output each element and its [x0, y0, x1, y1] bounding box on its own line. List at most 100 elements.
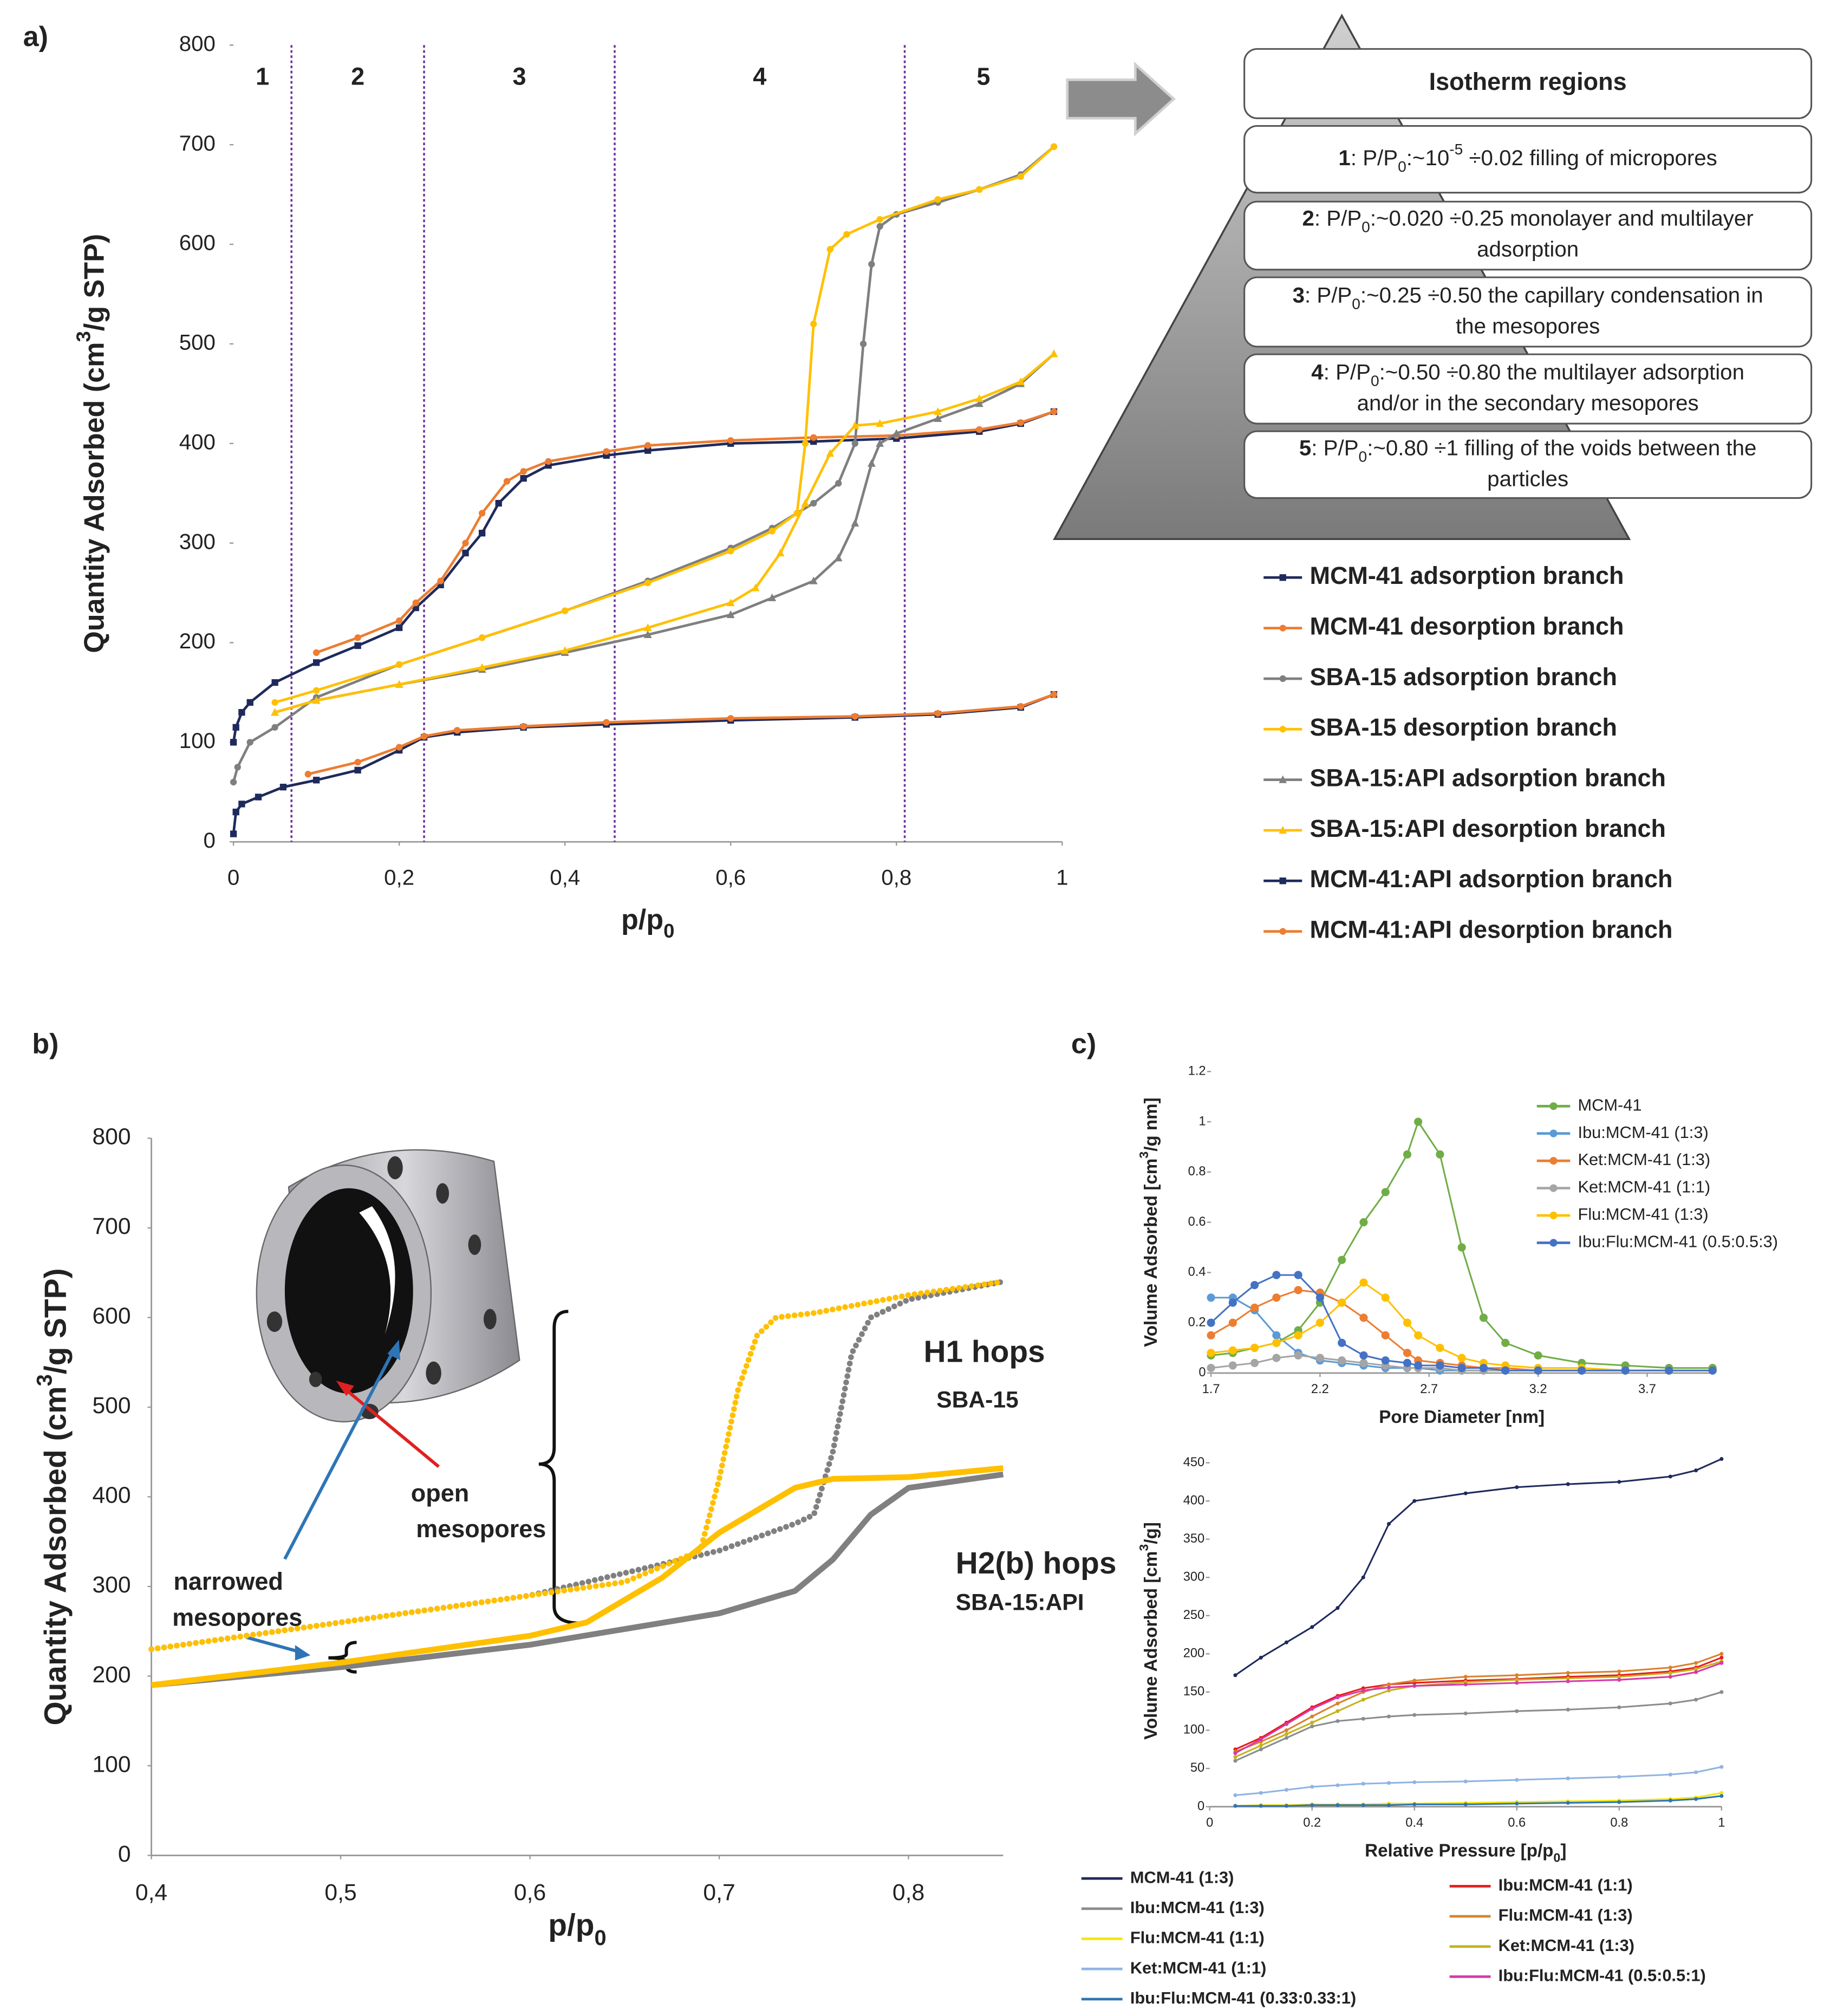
- marker: [809, 576, 818, 584]
- text-segment: Quantity Adsorbed (cm: [39, 1386, 73, 1725]
- marker: [1336, 1783, 1340, 1787]
- marker: [1403, 1358, 1412, 1367]
- text-segment: :~0.80 ÷1 filling of the voids between t…: [1367, 435, 1756, 460]
- marker: [462, 549, 469, 557]
- marker: [644, 447, 652, 454]
- marker: [1566, 1676, 1570, 1681]
- series-line: [1235, 1653, 1722, 1753]
- marker: [1381, 1188, 1390, 1196]
- marker: [1463, 1682, 1468, 1687]
- marker: [1228, 1318, 1237, 1327]
- marker: [1050, 408, 1058, 415]
- x-tick-label: 0,6: [514, 1880, 546, 1906]
- text-segment: the mesopores: [1456, 314, 1600, 338]
- text-segment: :~0.50 ÷0.80 the multilayer adsorption: [1379, 360, 1744, 384]
- marker: [1233, 1759, 1237, 1763]
- annotation-arrow: [340, 1384, 440, 1468]
- marker: [1694, 1667, 1698, 1672]
- marker: [1414, 1117, 1423, 1126]
- marker: [479, 510, 486, 517]
- marker: [1284, 1728, 1289, 1732]
- marker: [1463, 1675, 1468, 1679]
- marker: [1017, 377, 1025, 385]
- marker: [1272, 1338, 1281, 1347]
- marker: [1386, 1688, 1391, 1693]
- marker: [1381, 1293, 1390, 1302]
- marker: [1694, 1770, 1698, 1774]
- y-tick-label: 1.2: [1188, 1064, 1206, 1078]
- marker: [1566, 1482, 1570, 1486]
- marker: [1338, 1298, 1346, 1307]
- marker: [1361, 1688, 1365, 1693]
- marker: [1259, 1747, 1263, 1752]
- marker: [1386, 1781, 1391, 1785]
- marker: [868, 261, 875, 268]
- marker: [1515, 1778, 1519, 1782]
- marker: [851, 440, 858, 447]
- marker: [1708, 1366, 1717, 1375]
- y-tick-label: 0: [1198, 1365, 1206, 1380]
- marker: [495, 499, 502, 507]
- text-segment: p/p: [621, 904, 663, 935]
- series-line: [316, 410, 1054, 654]
- marker: [1359, 1358, 1368, 1367]
- marker: [1050, 691, 1058, 698]
- marker: [462, 539, 469, 547]
- arrow: [1066, 61, 1176, 137]
- text-segment: :~0.25 ÷0.50 the capillary condensation …: [1360, 283, 1763, 307]
- marker: [801, 499, 810, 507]
- marker: [934, 407, 942, 415]
- marker: [1386, 1714, 1391, 1719]
- marker: [1207, 1331, 1215, 1339]
- marker: [975, 399, 983, 407]
- marker: [1534, 1351, 1542, 1360]
- x-axis-label: p/p0: [548, 1908, 606, 1950]
- x-tick-label: 0,6: [715, 866, 746, 890]
- x-tick-label: 0,8: [881, 866, 911, 890]
- marker: [859, 340, 867, 348]
- marker: [1228, 1361, 1237, 1370]
- marker: [1259, 1655, 1263, 1660]
- marker: [1233, 1804, 1237, 1808]
- y-tick-label: 100: [92, 1751, 131, 1777]
- marker: [1381, 1356, 1390, 1365]
- x-tick-label: 0,5: [324, 1880, 356, 1906]
- marker: [976, 186, 983, 193]
- annotation: SBA-15:API: [956, 1590, 1084, 1616]
- marker: [1272, 1293, 1281, 1302]
- marker: [479, 530, 486, 537]
- text-segment: Pore Diameter [nm]: [1379, 1407, 1545, 1427]
- marker: [1315, 1354, 1324, 1362]
- y-tick-label: 200: [92, 1662, 131, 1688]
- y-tick-label: 800: [92, 1124, 131, 1150]
- marker: [1279, 825, 1287, 834]
- marker: [1228, 1298, 1237, 1307]
- marker: [1336, 1701, 1340, 1706]
- pyramid-item: the mesopores: [1456, 314, 1600, 338]
- marker: [1719, 1794, 1724, 1798]
- y-tick-label: 150: [1183, 1685, 1205, 1699]
- y-axis-label: Volume Adsorbed [cm3/g]: [1137, 1522, 1161, 1740]
- text-segment: 3: [32, 1374, 56, 1386]
- marker: [1359, 1218, 1368, 1227]
- x-tick-label: 0.2: [1303, 1816, 1321, 1830]
- y-tick-label: 0: [118, 1841, 131, 1867]
- marker: [644, 580, 652, 587]
- legend-label: Ibu:MCM-41 (1:3): [1130, 1898, 1265, 1917]
- y-tick-label: 450: [1183, 1455, 1205, 1469]
- marker: [312, 777, 320, 784]
- text-segment: : P/P: [1324, 360, 1371, 384]
- marker: [1310, 1803, 1314, 1807]
- x-axis-label: Relative Pressure [p/p0]: [1365, 1841, 1566, 1864]
- y-tick-label: 500: [92, 1393, 131, 1419]
- y-tick-label: 350: [1183, 1532, 1205, 1546]
- annotation: open: [411, 1479, 469, 1507]
- pyramid-item: 2: P/P0:~0.020 ÷0.25 monolayer and multi…: [1302, 206, 1754, 236]
- marker: [1359, 1278, 1368, 1287]
- legend-label: Ket:MCM-41 (1:3): [1578, 1150, 1711, 1169]
- marker: [1381, 1331, 1390, 1339]
- text-segment: /g STP): [79, 234, 110, 331]
- legend-label: SBA-15 adsorption branch: [1310, 663, 1617, 691]
- marker: [1233, 1673, 1237, 1677]
- x-axis-label: p/p0: [621, 904, 674, 942]
